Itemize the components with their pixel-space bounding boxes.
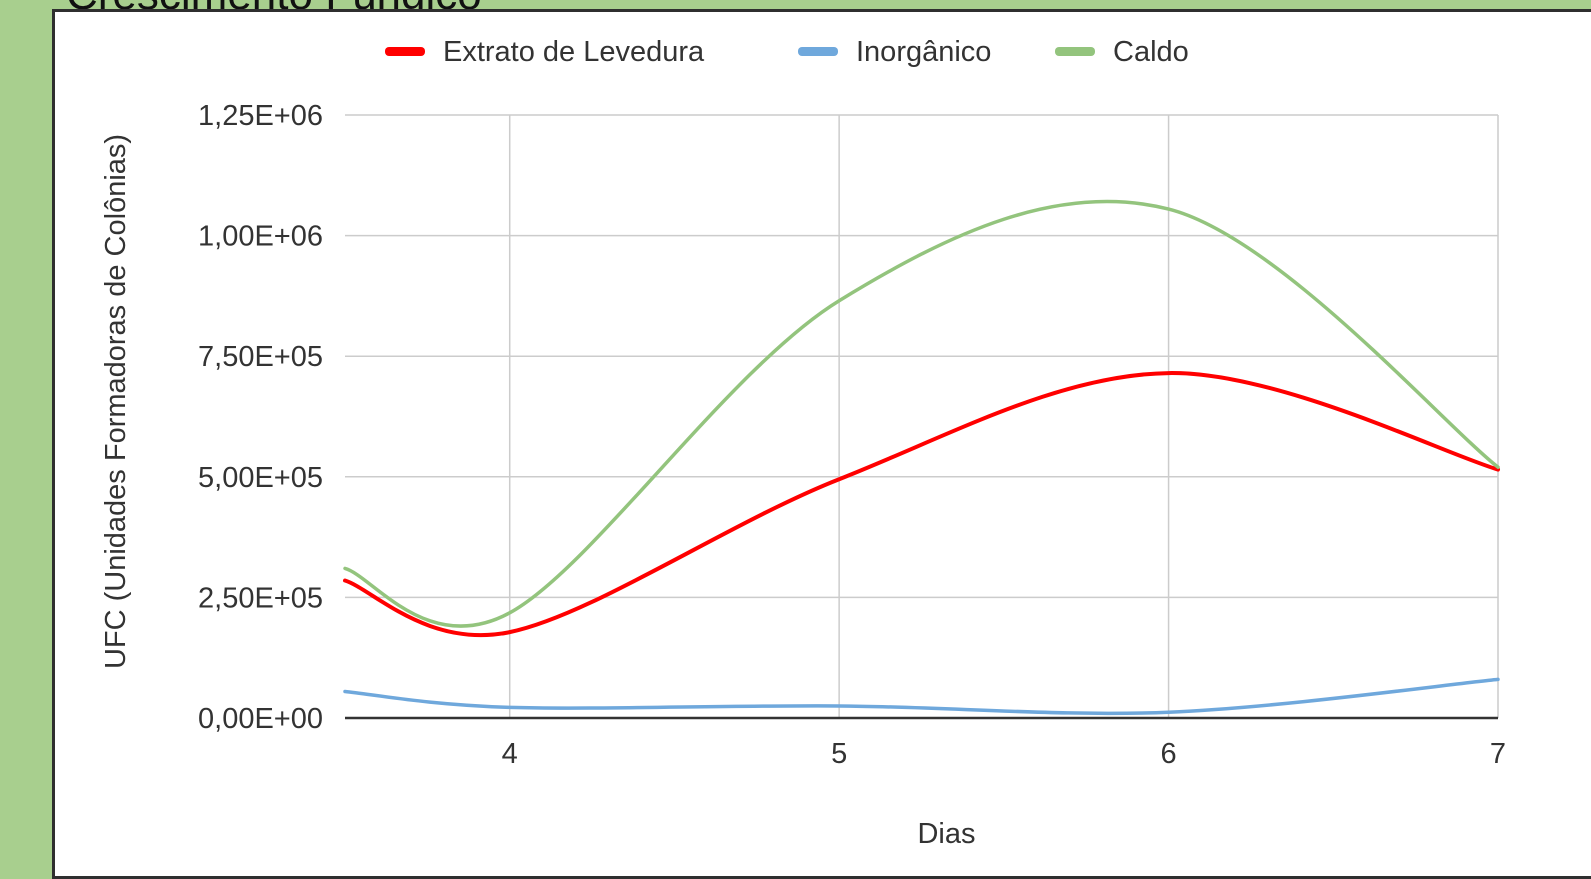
x-tick-label: 6 bbox=[1161, 738, 1177, 770]
series-line-1 bbox=[343, 371, 1500, 638]
y-tick-label: 7,50E+05 bbox=[198, 341, 323, 373]
x-tick-label: 7 bbox=[1490, 738, 1506, 770]
line-chart: 0,00E+00 2,50E+05 5,00E+05 7,50E+05 1,00E+06… bbox=[100, 36, 1506, 850]
chart-frame: 0,00E+00 2,50E+05 5,00E+05 7,50E+05 1,00E+06… bbox=[52, 9, 1591, 879]
y-tick-label: 1,25E+06 bbox=[198, 100, 323, 132]
x-tick-label: 5 bbox=[831, 738, 847, 770]
series-line-2 bbox=[343, 677, 1500, 716]
x-axis-title: Dias bbox=[917, 818, 975, 850]
series-line-3 bbox=[343, 199, 1500, 628]
y-axis-title: UFC (Unidades Formadoras de Colônias) bbox=[100, 134, 132, 669]
legend-swatch-2[interactable] bbox=[798, 47, 838, 56]
y-tick-label: 0,00E+00 bbox=[198, 703, 323, 735]
legend-swatch-3[interactable] bbox=[1055, 47, 1095, 56]
y-tick-label: 5,00E+05 bbox=[198, 462, 323, 494]
y-tick-label: 1,00E+06 bbox=[198, 221, 323, 253]
y-tick-label: 2,50E+05 bbox=[198, 582, 323, 614]
legend-swatch-1[interactable] bbox=[385, 47, 425, 56]
legend-label-2[interactable]: Inorgânico bbox=[856, 36, 991, 68]
legend-label-3[interactable]: Caldo bbox=[1113, 36, 1189, 68]
legend-label-1[interactable]: Extrato de Levedura bbox=[443, 36, 705, 68]
x-tick-label: 4 bbox=[502, 738, 518, 770]
